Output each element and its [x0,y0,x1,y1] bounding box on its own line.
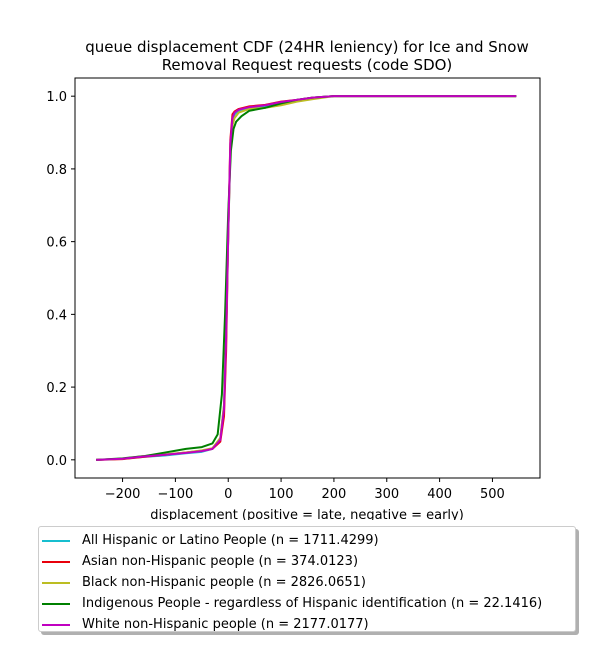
series-line-4 [96,95,517,461]
legend-item-white: White non-Hispanic people (n = 2177.0177… [39,614,575,635]
series-line-0 [96,95,517,461]
legend: All Hispanic or Latino People (n = 1711.… [38,526,576,632]
legend-swatch-asian [42,560,70,563]
legend-label-asian: Asian non-Hispanic people (n = 374.0123) [82,554,359,569]
series-layer [96,95,517,461]
legend-item-asian: Asian non-Hispanic people (n = 374.0123) [39,551,575,572]
y-tick-label: 0.6 [46,236,67,251]
legend-item-indigenous: Indigenous People - regardless of Hispan… [39,593,575,614]
legend-label-hispanic: All Hispanic or Latino People (n = 1711.… [82,533,379,548]
y-tick-label: 0.8 [46,163,67,178]
legend-swatch-black [42,581,70,584]
chart-title-line-2: Removal Request requests (code SDO) [162,56,453,74]
chart-title-line-1: queue displacement CDF (24HR leniency) f… [85,38,529,56]
legend-item-hispanic: All Hispanic or Latino People (n = 1711.… [39,530,575,551]
y-tick-label: 1.0 [46,90,67,105]
legend-label-white: White non-Hispanic people (n = 2177.0177… [82,617,369,632]
x-tick-label: −200 [105,487,141,502]
legend-label-black: Black non-Hispanic people (n = 2826.0651… [82,575,366,590]
legend-label-indigenous: Indigenous People - regardless of Hispan… [82,596,543,611]
legend-swatch-hispanic [42,539,70,542]
y-tick-label: 0.4 [46,308,67,323]
cdf-chart: queue displacement CDF (24HR leniency) f… [46,38,541,520]
series-line-3 [96,95,517,461]
series-line-1 [96,95,517,461]
x-tick-label: 0 [224,487,232,502]
series-line-2 [96,95,517,461]
x-tick-label: −100 [158,487,194,502]
y-tick-label: 0.0 [46,454,67,469]
plot-frame [74,77,541,479]
legend-swatch-indigenous [42,602,70,605]
axes-layer: −200 −100 0 100 200 300 400 500 0.0 0.2 0.4 0.6 0.8 1… [46,77,541,502]
x-tick-label: 100 [269,487,294,502]
x-tick-label: 500 [480,487,505,502]
x-axis-label: displacement (positive = late, negative … [150,508,464,520]
y-tick-label: 0.2 [46,381,67,396]
legend-swatch-white [42,623,70,626]
legend-item-black: Black non-Hispanic people (n = 2826.0651… [39,572,575,593]
x-tick-label: 300 [374,487,399,502]
x-tick-label: 400 [427,487,452,502]
x-tick-label: 200 [322,487,347,502]
